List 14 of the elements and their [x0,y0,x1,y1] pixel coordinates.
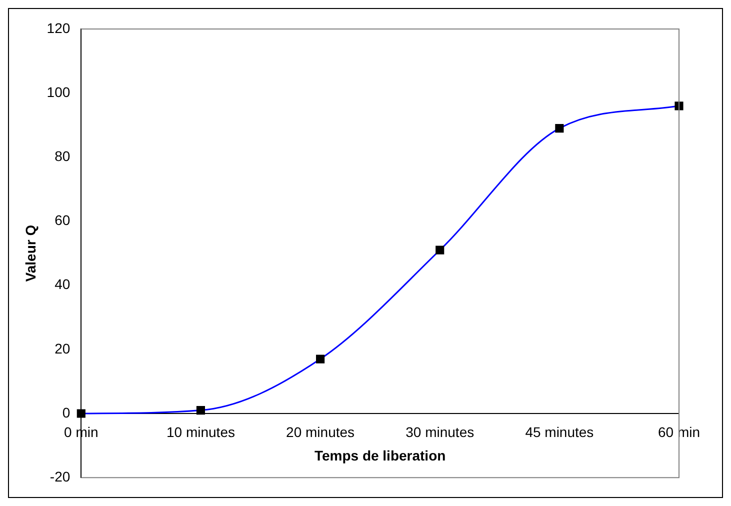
y-tick-label: 80 [54,148,70,164]
y-tick-label: -20 [50,468,70,484]
x-tick-label: 45 minutes [525,424,594,440]
x-axis-title: Temps de liberation [314,448,446,464]
x-tick-label: 10 minutes [166,424,235,440]
y-tick-label: 100 [46,84,70,100]
y-tick-label: 120 [46,20,70,36]
y-tick-label: 40 [54,276,70,292]
y-tick-label: 20 [54,340,70,356]
x-tick-label: 20 minutes [286,424,355,440]
x-tick-label: 30 minutes [406,424,474,440]
y-tick-label: 0 [62,404,70,420]
y-tick-label: 60 [54,212,70,228]
y-axis-title: Valeur Q [22,224,38,282]
